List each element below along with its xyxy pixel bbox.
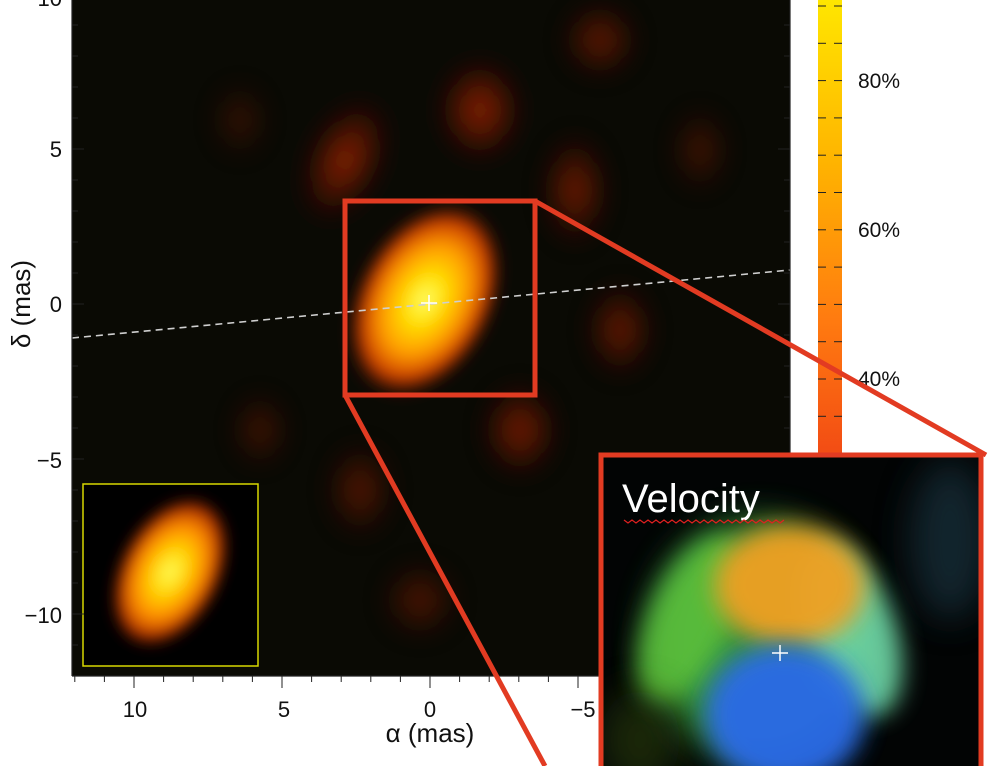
center-crosshair-icon <box>421 295 437 311</box>
y-tick-label: 5 <box>50 137 62 162</box>
velocity-orange-component <box>715 525 865 645</box>
y-tick-label: −10 <box>25 603 62 628</box>
y-tick-label: 10 <box>38 0 62 11</box>
velocity-inset: Velocity <box>598 452 984 766</box>
x-tick-label: 10 <box>123 697 147 722</box>
y-axis-title: δ (mas) <box>6 260 36 348</box>
dashed-axis-line <box>72 269 790 339</box>
zoom-connector-lines <box>342 198 988 766</box>
main-image-panel: 10 5 0 −5 −10 10 5 0 −5 α (mas) δ (mas) <box>6 0 791 748</box>
velocity-blue-component <box>705 645 865 766</box>
zoom-box <box>342 198 538 398</box>
colorbar: 80% 60% 40% <box>818 0 900 460</box>
colorbar-tick-marks <box>818 5 842 455</box>
colorbar-label: 60% <box>858 219 900 242</box>
x-tick-label: 0 <box>424 697 436 722</box>
central-source <box>345 201 505 399</box>
beam-inset <box>82 483 259 667</box>
colorbar-label: 80% <box>858 70 900 93</box>
x-tick-label: 5 <box>278 697 290 722</box>
spellcheck-underline <box>623 519 785 524</box>
velocity-center-crosshair-icon <box>772 645 788 661</box>
x-axis-title: α (mas) <box>386 718 475 748</box>
velocity-inset-frame <box>598 452 984 766</box>
sidelobe-emission <box>210 0 730 640</box>
y-tick-label: −5 <box>37 448 62 473</box>
y-tick-label: 0 <box>50 292 62 317</box>
beam-inset-frame <box>82 483 259 667</box>
colorbar-label: 40% <box>858 368 900 391</box>
velocity-inset-title: Velocity <box>622 477 760 521</box>
x-tick-label: −5 <box>570 697 595 722</box>
